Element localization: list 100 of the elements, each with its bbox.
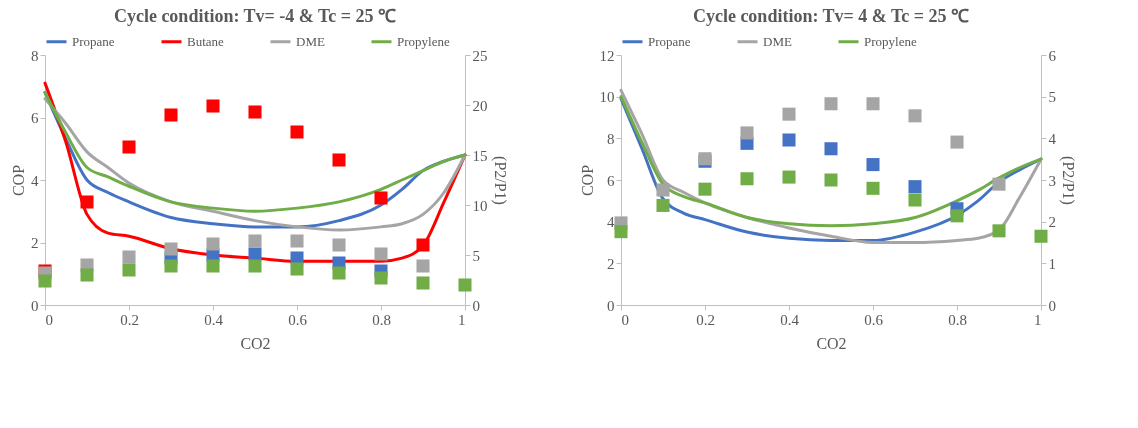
y-tick-label: 2 xyxy=(607,255,615,272)
x-tick-label: 0 xyxy=(45,311,53,328)
legend-label: DME xyxy=(763,33,792,49)
point xyxy=(656,183,670,197)
y-tick-label: 8 xyxy=(607,130,615,147)
point xyxy=(824,142,838,156)
x-tick-label: 0.6 xyxy=(864,311,884,328)
point xyxy=(374,247,388,261)
point xyxy=(164,259,178,273)
point xyxy=(908,193,922,207)
y2-tick-label: 0 xyxy=(472,297,480,314)
point xyxy=(740,172,754,186)
y-tick-label: 4 xyxy=(31,172,39,189)
legend-label: Butane xyxy=(187,33,225,49)
point xyxy=(992,224,1006,238)
y-axis-title: COP xyxy=(578,164,596,197)
point xyxy=(782,170,796,184)
point xyxy=(866,158,880,172)
point xyxy=(206,259,220,273)
y-tick-label: 4 xyxy=(607,214,615,231)
x-tick-label: 0.8 xyxy=(372,311,391,328)
point xyxy=(164,242,178,256)
legend-label: Propane xyxy=(72,33,115,49)
point xyxy=(824,97,838,111)
point xyxy=(698,182,712,196)
point xyxy=(80,268,94,282)
point xyxy=(866,181,880,195)
x-tick-label: 0.2 xyxy=(696,311,715,328)
point xyxy=(866,97,880,111)
point xyxy=(908,180,922,194)
legend-label: Propylene xyxy=(397,33,450,49)
point xyxy=(206,99,220,113)
y2-tick-label: 6 xyxy=(1048,47,1057,64)
y2-axis-title: (P2/P1) xyxy=(1059,156,1077,205)
y2-tick-label: 15 xyxy=(472,147,488,164)
point xyxy=(248,259,262,273)
point xyxy=(458,278,472,292)
legend-label: Propane xyxy=(648,33,691,49)
y2-tick-label: 10 xyxy=(472,197,488,214)
y-tick-label: 6 xyxy=(31,110,39,126)
x-tick-label: 0 xyxy=(621,311,629,328)
x-tick-label: 0.6 xyxy=(288,311,308,328)
y2-tick-label: 3 xyxy=(1048,172,1056,189)
y-tick-label: 6 xyxy=(607,172,615,189)
point xyxy=(416,276,430,290)
point xyxy=(122,250,136,264)
y-tick-label: 12 xyxy=(599,47,615,64)
chart-title: Cycle condition: Tv= -4 & Tc = 25 ℃ xyxy=(113,6,397,26)
point xyxy=(80,195,94,209)
point xyxy=(206,237,220,251)
y-tick-label: 8 xyxy=(31,47,39,64)
point xyxy=(416,238,430,252)
point xyxy=(416,259,430,273)
chart-title: Cycle condition: Tv= 4 & Tc = 25 ℃ xyxy=(692,6,970,26)
point xyxy=(248,105,262,119)
point xyxy=(332,238,346,252)
y2-tick-label: 0 xyxy=(1048,297,1056,314)
y-axis-title: COP xyxy=(10,164,27,197)
point xyxy=(290,125,304,139)
y2-tick-label: 1 xyxy=(1048,255,1056,272)
point xyxy=(950,209,964,223)
point xyxy=(1034,229,1048,243)
x-tick-label: 1 xyxy=(1034,311,1042,328)
point xyxy=(908,109,922,123)
x-axis-title: CO2 xyxy=(816,334,847,352)
y2-axis-title: (P2/P1) xyxy=(490,156,509,205)
point xyxy=(290,234,304,248)
y2-tick-label: 5 xyxy=(1048,89,1056,106)
y2-tick-label: 4 xyxy=(1048,130,1057,147)
point xyxy=(374,271,388,285)
y-tick-label: 2 xyxy=(31,235,39,251)
y-tick-label: 10 xyxy=(599,89,615,106)
point xyxy=(332,153,346,167)
y2-tick-label: 2 xyxy=(1048,214,1056,231)
x-tick-label: 0.8 xyxy=(948,311,967,328)
y2-tick-label: 25 xyxy=(472,47,488,64)
point xyxy=(824,173,838,187)
point xyxy=(164,108,178,122)
y2-tick-label: 5 xyxy=(472,247,480,264)
x-tick-label: 0.4 xyxy=(204,311,224,328)
point xyxy=(248,234,262,248)
point xyxy=(740,126,754,140)
legend-label: DME xyxy=(296,33,325,49)
x-tick-label: 1 xyxy=(458,311,466,328)
point xyxy=(992,177,1006,191)
point xyxy=(122,140,136,154)
point xyxy=(950,135,964,149)
point xyxy=(656,198,670,212)
point xyxy=(290,262,304,276)
point xyxy=(38,274,52,288)
x-tick-label: 0.2 xyxy=(120,311,139,328)
x-axis-title: CO2 xyxy=(240,334,271,352)
point xyxy=(614,225,628,239)
point xyxy=(122,263,136,277)
y-tick-label: 0 xyxy=(607,297,615,314)
point xyxy=(782,107,796,121)
y2-tick-label: 20 xyxy=(472,97,488,114)
y-tick-label: 0 xyxy=(31,297,39,314)
x-tick-label: 0.4 xyxy=(780,311,800,328)
point xyxy=(374,191,388,205)
